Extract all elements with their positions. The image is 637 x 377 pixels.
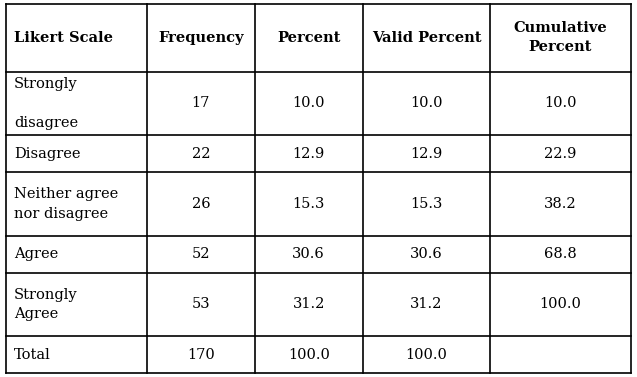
Text: Percent: Percent [277, 31, 340, 44]
Text: 10.0: 10.0 [292, 96, 325, 110]
Text: 100.0: 100.0 [540, 297, 582, 311]
Text: 52: 52 [192, 247, 210, 261]
Text: 12.9: 12.9 [410, 147, 443, 161]
Text: 15.3: 15.3 [410, 197, 443, 211]
Text: 31.2: 31.2 [410, 297, 443, 311]
Text: Strongly
Agree: Strongly Agree [14, 288, 78, 321]
Text: Frequency: Frequency [158, 31, 243, 44]
Text: 15.3: 15.3 [292, 197, 325, 211]
Text: 10.0: 10.0 [544, 96, 576, 110]
Text: 31.2: 31.2 [292, 297, 325, 311]
Text: 53: 53 [192, 297, 210, 311]
Text: 170: 170 [187, 348, 215, 362]
Text: 17: 17 [192, 96, 210, 110]
Text: 68.8: 68.8 [544, 247, 576, 261]
Text: 100.0: 100.0 [288, 348, 329, 362]
Text: 10.0: 10.0 [410, 96, 443, 110]
Text: 30.6: 30.6 [292, 247, 325, 261]
Text: Disagree: Disagree [14, 147, 80, 161]
Text: 12.9: 12.9 [292, 147, 325, 161]
Text: Agree: Agree [14, 247, 58, 261]
Text: 30.6: 30.6 [410, 247, 443, 261]
Text: Likert Scale: Likert Scale [14, 31, 113, 44]
Text: 22.9: 22.9 [544, 147, 576, 161]
Text: 100.0: 100.0 [405, 348, 447, 362]
Text: Total: Total [14, 348, 51, 362]
Text: Neither agree
nor disagree: Neither agree nor disagree [14, 187, 118, 221]
Text: Cumulative
Percent: Cumulative Percent [513, 21, 607, 54]
Text: Strongly

disagree: Strongly disagree [14, 77, 78, 130]
Text: 38.2: 38.2 [544, 197, 576, 211]
Text: 22: 22 [192, 147, 210, 161]
Text: Valid Percent: Valid Percent [371, 31, 481, 44]
Text: 26: 26 [192, 197, 210, 211]
